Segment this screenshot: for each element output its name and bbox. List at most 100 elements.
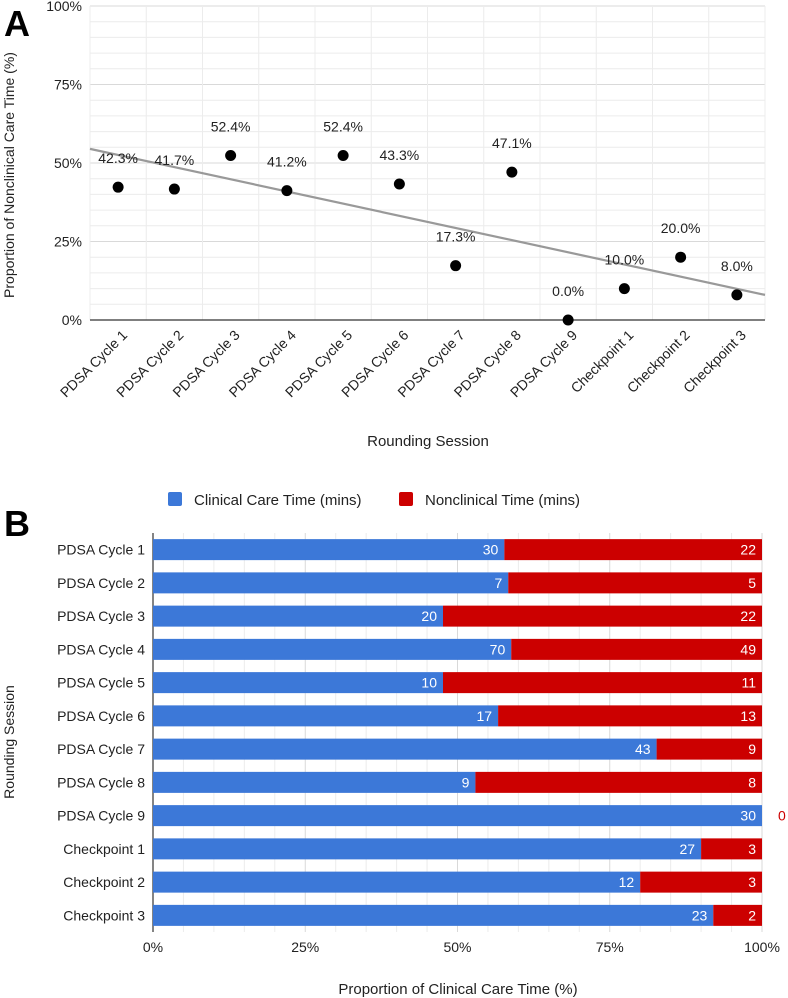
panel-a-data-label: 17.3%: [436, 229, 476, 245]
legend-clinical-label: Clinical Care Time (mins): [194, 492, 362, 509]
nonclinical-bar: [475, 771, 762, 793]
panel-b-x-tick-label: 0%: [143, 939, 163, 955]
panel-a-data-label: 43.3%: [380, 147, 420, 163]
clinical-value-label: 30: [740, 808, 756, 824]
legend-nonclinical-label: Nonclinical Time (mins): [425, 492, 580, 509]
clinical-bar: [153, 805, 762, 827]
panel-b-category-label: Checkpoint 1: [63, 841, 145, 857]
clinical-value-label: 43: [635, 741, 651, 757]
panel-b-category-label: PDSA Cycle 8: [57, 774, 145, 790]
nonclinical-bar: [511, 638, 762, 660]
panel-a-trendline: [89, 147, 766, 296]
nonclinical-value-label: 3: [748, 874, 756, 890]
clinical-value-label: 20: [421, 608, 437, 624]
panel-a-y-axis-label: Proportion of Nonclinical Care Time (%): [1, 52, 17, 298]
clinical-bar: [153, 771, 476, 793]
panel-b-category-label: PDSA Cycle 7: [57, 741, 145, 757]
panel-a-data-label: 0.0%: [552, 283, 584, 299]
panel-a-gridlines: [89, 5, 766, 321]
nonclinical-bar: [504, 539, 762, 561]
panel-a-data-label: 41.7%: [155, 152, 195, 168]
panel-b-category-label: Checkpoint 2: [63, 874, 145, 890]
clinical-bar: [153, 572, 509, 594]
panel-b-bars: 30 22 7 5 20 22 70 49 10 11 17 13 43 9 9 8 30 0 27 3 12 3 23 2: [153, 539, 786, 926]
panel-a-point: [337, 149, 349, 161]
clinical-bar: [153, 871, 641, 893]
panel-a-data-label: 41.2%: [267, 154, 307, 170]
panel-a-point: [112, 181, 124, 193]
panel-a-point: [562, 314, 574, 326]
legend-nonclinical-swatch: [399, 492, 413, 506]
nonclinical-bar: [701, 838, 762, 860]
panel-a-letter: A: [4, 3, 30, 44]
panel-b-gridlines: [152, 533, 763, 932]
nonclinical-value-label: 22: [740, 608, 756, 624]
nonclinical-value-label: 0: [778, 808, 786, 824]
nonclinical-value-label: 3: [748, 841, 756, 857]
panel-b-category-label: Checkpoint 3: [63, 907, 145, 923]
panel-b-category-labels: PDSA Cycle 1 PDSA Cycle 2 PDSA Cycle 3 PDSA…: [57, 542, 145, 924]
clinical-bar: [153, 638, 512, 660]
panel-a-data-label: 8.0%: [721, 258, 753, 274]
panel-a-point: [618, 283, 630, 295]
nonclinical-value-label: 22: [740, 542, 756, 558]
clinical-value-label: 17: [477, 708, 493, 724]
panel-b-category-label: PDSA Cycle 3: [57, 608, 145, 624]
panel-b-category-label: PDSA Cycle 5: [57, 675, 145, 691]
nonclinical-value-label: 11: [741, 675, 756, 691]
panel-b-x-tick-labels: 0% 25% 50% 75% 100%: [143, 939, 780, 955]
panel-b-x-tick-label: 25%: [291, 939, 319, 955]
nonclinical-bar: [443, 605, 762, 627]
panel-a-point: [675, 251, 687, 263]
panel-a-y-tick-label: 100%: [46, 0, 82, 14]
panel-a-point: [168, 183, 180, 195]
panel-a-point: [225, 149, 237, 161]
nonclinical-value-label: 2: [748, 907, 756, 923]
panel-b-x-tick-label: 50%: [443, 939, 471, 955]
panel-a-point: [731, 289, 743, 301]
clinical-bar: [153, 539, 505, 561]
legend-clinical-swatch: [168, 492, 182, 506]
panel-a-y-tick-label: 25%: [54, 234, 82, 250]
panel-a-point: [281, 185, 293, 197]
clinical-value-label: 10: [421, 675, 437, 691]
clinical-value-label: 9: [462, 774, 470, 790]
clinical-bar: [153, 738, 657, 760]
nonclinical-bar: [443, 672, 762, 694]
clinical-value-label: 23: [692, 907, 708, 923]
panel-a-y-tick-label: 0%: [62, 312, 82, 328]
nonclinical-bar: [713, 904, 762, 926]
panel-a-data-label: 20.0%: [661, 220, 701, 236]
clinical-bar: [153, 838, 702, 860]
panel-b-category-label: PDSA Cycle 2: [57, 575, 145, 591]
panel-a-point: [393, 178, 405, 190]
panel-b-category-label: PDSA Cycle 6: [57, 708, 145, 724]
panel-a-point: [506, 166, 518, 178]
panel-b-legend: Clinical Care Time (mins) Nonclinical Ti…: [168, 492, 580, 509]
panel-a-data-label: 42.3%: [98, 150, 138, 166]
panel-a-data-label: 52.4%: [211, 118, 251, 134]
nonclinical-value-label: 5: [748, 575, 756, 591]
clinical-value-label: 27: [680, 841, 696, 857]
clinical-bar: [153, 605, 443, 627]
clinical-bar: [153, 904, 714, 926]
panel-a-y-tick-labels: 0% 25% 50% 75% 100%: [46, 0, 82, 328]
panel-b-x-tick-label: 75%: [596, 939, 624, 955]
nonclinical-bar: [640, 871, 762, 893]
panel-a-points: [112, 149, 743, 326]
clinical-bar: [153, 705, 499, 727]
nonclinical-value-label: 49: [740, 641, 756, 657]
panel-a-y-tick-label: 50%: [54, 155, 82, 171]
clinical-value-label: 30: [483, 542, 499, 558]
panel-b-stacked-bar-chart: B Clinical Care Time (mins) Nonclinical …: [1, 492, 786, 998]
nonclinical-bar: [498, 705, 762, 727]
clinical-value-label: 12: [619, 874, 635, 890]
panel-b-category-label: PDSA Cycle 1: [57, 542, 145, 558]
clinical-bar: [153, 672, 443, 694]
panel-b-category-label: PDSA Cycle 9: [57, 808, 145, 824]
panel-a-x-axis-label: Rounding Session: [367, 433, 489, 450]
panel-b-y-axis-label: Rounding Session: [1, 685, 17, 799]
nonclinical-value-label: 13: [740, 708, 756, 724]
